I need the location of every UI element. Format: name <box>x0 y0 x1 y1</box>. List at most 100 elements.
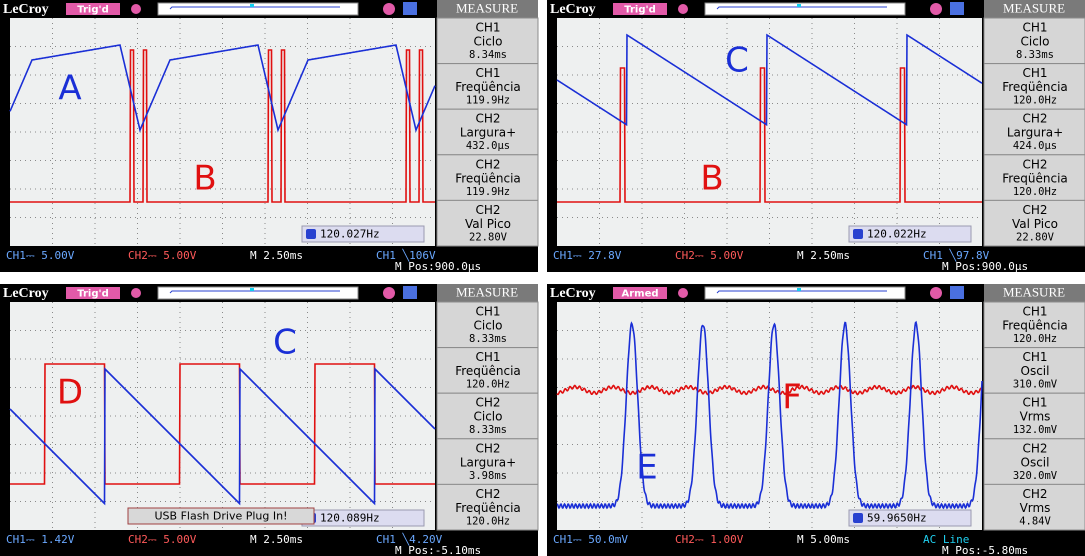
measure-value: 119.9Hz <box>466 95 510 107</box>
timeline-window <box>797 4 801 7</box>
probe-icon <box>678 4 688 14</box>
popup-message: USB Flash Drive Plug In! <box>155 510 288 523</box>
measure-name: Ciclo <box>474 35 503 49</box>
brand: LeCroy <box>550 286 596 301</box>
measure-channel: CH2 <box>475 112 500 126</box>
timeline-window <box>250 288 254 291</box>
frequency-readout: 120.022Hz <box>867 228 927 241</box>
footer-ch1: CH1⎓ 5.00V <box>6 249 75 262</box>
scope-screen: LeCroyTrig'dT2AB120.027HzMEASURECH1Ciclo… <box>0 0 538 273</box>
footer-position: M Pos:900.0µs <box>395 260 481 273</box>
footer-ch2: CH2⎓ 5.00V <box>675 249 744 262</box>
measure-name: Largura+ <box>460 455 516 469</box>
usb-icon <box>403 286 417 299</box>
frequency-readout: 120.027Hz <box>320 228 380 241</box>
measure-value: 3.98ms <box>469 470 507 482</box>
footer-position: M Pos:-5.10ms <box>395 544 481 556</box>
footer-ch2: CH2⎓ 5.00V <box>128 533 197 546</box>
measure-value: 120.0Hz <box>1013 333 1057 345</box>
timeline-box <box>158 287 358 299</box>
measure-value: 432.0µs <box>466 140 510 152</box>
trace-label: D <box>57 373 83 413</box>
measure-name: Ciclo <box>474 410 503 424</box>
measure-name: Freqüência <box>1002 80 1068 94</box>
measure-channel: CH2 <box>1022 203 1047 217</box>
trace-label: B <box>193 159 216 199</box>
timeline-box <box>705 287 905 299</box>
measure-name: Ciclo <box>474 319 503 333</box>
trigger-status: Trig'd <box>624 5 655 16</box>
trigger-status: Trig'd <box>77 289 108 300</box>
measure-title: MEASURE <box>456 0 518 15</box>
measure-value: 320.0mV <box>1013 470 1058 482</box>
measure-value: 424.0µs <box>1013 140 1057 152</box>
measure-value: 22.80V <box>1016 231 1055 243</box>
measure-name: Ciclo <box>1021 35 1050 49</box>
frequency-icon <box>853 229 863 239</box>
footer-position: M Pos:900.0µs <box>942 260 1028 273</box>
measure-channel: CH2 <box>475 487 500 501</box>
footer-timebase: M 2.50ms <box>250 249 303 262</box>
measure-channel: CH1 <box>1022 305 1047 319</box>
measure-name: Val Pico <box>465 217 511 231</box>
footer-position: M Pos:-5.80ms <box>942 544 1028 556</box>
usb-icon <box>403 2 417 15</box>
trigger-status: Armed <box>621 289 658 300</box>
measure-channel: CH2 <box>1022 441 1047 455</box>
measure-channel: CH2 <box>475 441 500 455</box>
measure-channel: CH1 <box>475 21 500 35</box>
measure-channel: CH2 <box>475 396 500 410</box>
usb-icon <box>950 2 964 15</box>
timeline-window <box>250 4 254 7</box>
measure-title: MEASURE <box>456 284 518 299</box>
measure-channel: CH1 <box>1022 21 1047 35</box>
trace-label: B <box>700 159 723 199</box>
measure-value: 132.0mV <box>1013 424 1058 436</box>
measure-channel: CH1 <box>1022 66 1047 80</box>
timeline-box <box>705 3 905 15</box>
measure-value: 8.34ms <box>469 49 507 61</box>
measure-channel: CH1 <box>1022 350 1047 364</box>
measure-value: 120.0Hz <box>466 515 510 527</box>
measure-channel: CH2 <box>1022 112 1047 126</box>
measure-name: Largura+ <box>1007 126 1063 140</box>
footer-ch2: CH2⎓ 5.00V <box>128 249 197 262</box>
measure-channel: CH2 <box>475 157 500 171</box>
channel-marker: 2 <box>1 129 7 138</box>
brand: LeCroy <box>3 2 49 17</box>
measure-value: 120.0Hz <box>1013 95 1057 107</box>
measure-title: MEASURE <box>1003 284 1065 299</box>
measure-name: Oscil <box>1021 455 1050 469</box>
probe-icon <box>131 4 141 14</box>
graticule <box>10 302 435 530</box>
measure-name: Freqüência <box>1002 171 1068 185</box>
measure-value: 8.33ms <box>469 424 507 436</box>
trace-label: C <box>725 41 749 81</box>
trace-label: F <box>782 378 802 418</box>
measure-value: 119.9Hz <box>466 186 510 198</box>
measure-name: Oscil <box>1021 364 1050 378</box>
measure-name: Freqüência <box>455 80 521 94</box>
run-icon <box>930 287 942 299</box>
trace-label: E <box>636 448 657 488</box>
channel-marker: 2 <box>548 129 554 138</box>
measure-value: 8.33ms <box>1016 49 1054 61</box>
probe-icon <box>131 288 141 298</box>
timeline-box <box>158 3 358 15</box>
footer-timebase: M 2.50ms <box>797 249 850 262</box>
measure-name: Vrms <box>1020 501 1051 515</box>
frequency-readout: 120.089Hz <box>320 512 380 525</box>
footer-ch1: CH1⎓ 27.8V <box>553 249 622 262</box>
measure-value: 8.33ms <box>469 333 507 345</box>
measure-name: Freqüência <box>455 501 521 515</box>
scope-screen: LeCroyTrig'd2T1CD120.089HzUSB Flash Driv… <box>0 284 538 556</box>
measure-name: Freqüência <box>455 364 521 378</box>
channel-marker: 2 <box>548 520 554 529</box>
run-icon <box>383 287 395 299</box>
measure-value: 4.84V <box>1019 515 1051 527</box>
measure-name: Freqüência <box>1002 319 1068 333</box>
frequency-icon <box>306 229 316 239</box>
measure-channel: CH1 <box>475 66 500 80</box>
footer-ch1: CH1⎓ 50.0mV <box>553 533 628 546</box>
